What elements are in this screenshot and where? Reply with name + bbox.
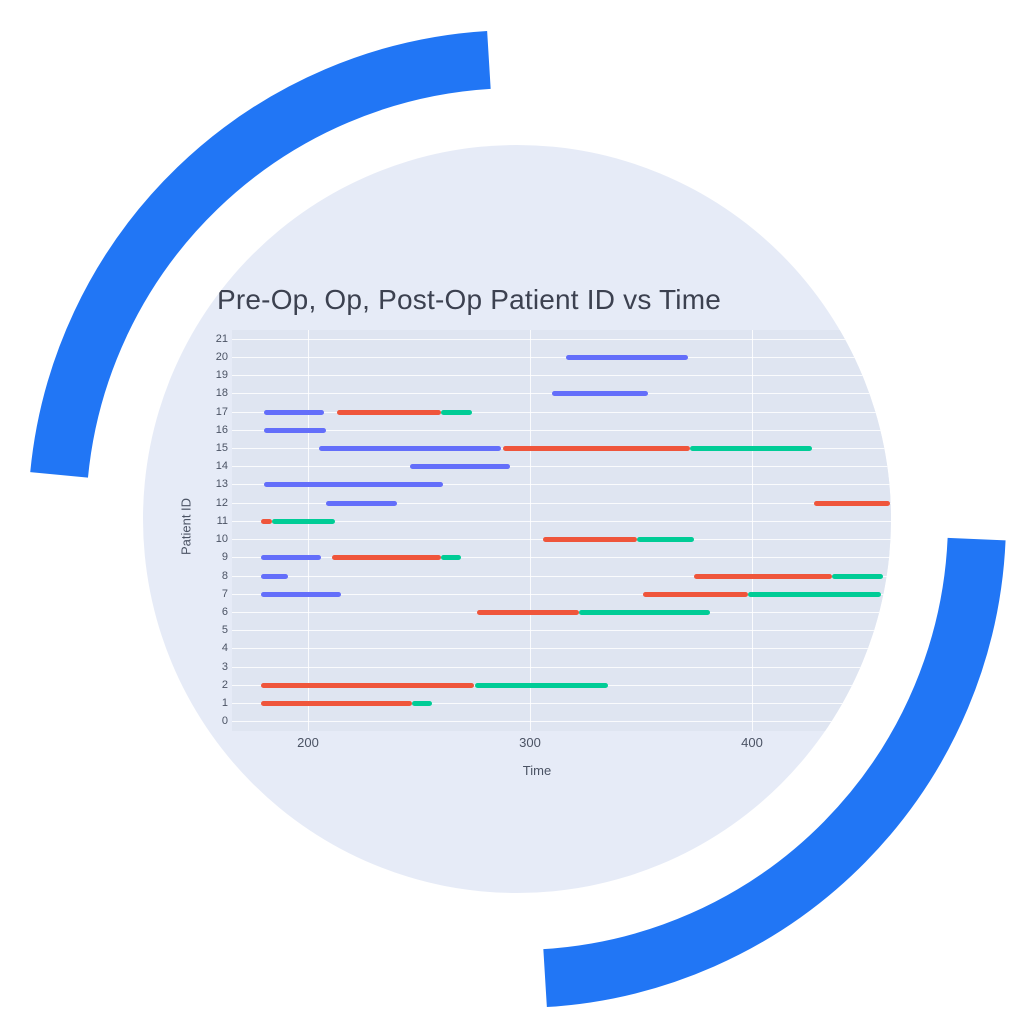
x-tick-label: 300 (519, 735, 541, 750)
plot-area (232, 330, 891, 731)
gantt-bar-pre-op-patient-18[interactable] (552, 391, 648, 397)
y-tick-label: 20 (215, 350, 228, 363)
y-tick-label: 18 (215, 387, 228, 400)
y-gridline (232, 666, 891, 668)
gantt-bar-pre-op-patient-9[interactable] (261, 555, 322, 561)
gantt-bar-post-op-patient-7[interactable] (747, 591, 881, 597)
y-tick-label: 13 (215, 478, 228, 491)
gantt-bar-op-patient-1[interactable] (261, 701, 413, 707)
gantt-bar-post-op-patient-10[interactable] (636, 537, 695, 543)
y-tick-label: 17 (215, 405, 228, 418)
x-gridline (307, 330, 309, 731)
y-gridline (232, 593, 891, 595)
y-gridline (232, 429, 891, 431)
gantt-bar-post-op-patient-2[interactable] (474, 682, 608, 688)
gantt-bar-op-patient-17[interactable] (336, 409, 442, 415)
top-left-arc-icon (30, 30, 491, 478)
y-gridline (232, 575, 891, 577)
y-tick-label: 14 (215, 460, 228, 473)
gantt-bar-op-patient-12[interactable] (814, 500, 890, 506)
gantt-bar-post-op-patient-17[interactable] (441, 409, 473, 415)
gantt-bar-post-op-patient-1[interactable] (412, 701, 433, 707)
y-tick-label: 8 (221, 569, 228, 582)
gantt-bar-op-patient-7[interactable] (643, 591, 748, 597)
y-gridline (232, 520, 891, 522)
y-tick-label: 16 (215, 423, 228, 436)
gantt-bar-pre-op-patient-20[interactable] (565, 354, 688, 360)
x-tick-label: 400 (741, 735, 763, 750)
gantt-bar-post-op-patient-6[interactable] (578, 610, 710, 616)
gantt-bar-pre-op-patient-16[interactable] (263, 427, 326, 433)
y-tick-label: 1 (221, 697, 228, 710)
y-gridline (232, 630, 891, 632)
x-gridline (529, 330, 531, 731)
y-tick-label: 0 (221, 715, 228, 728)
y-tick-label: 7 (221, 587, 228, 600)
y-tick-label: 12 (215, 496, 228, 509)
y-tick-label: 4 (221, 642, 228, 655)
y-tick-label: 3 (221, 660, 228, 673)
gantt-bar-op-patient-9[interactable] (332, 555, 442, 561)
gantt-chart: 0 1 2 3 4 5 6 7 8 9 10 11 12 13 14 15 16 17 18 19 20 21 200 300… (143, 145, 891, 893)
circle-backdrop: 0 1 2 3 4 5 6 7 8 9 10 11 12 13 14 15 16 17 18 19 20 21 200 300… (143, 145, 891, 893)
gantt-bar-post-op-patient-15[interactable] (689, 445, 812, 451)
gantt-bar-post-op-patient-8[interactable] (831, 573, 883, 579)
y-tick-label: 11 (216, 514, 228, 527)
y-gridline (232, 721, 891, 723)
y-gridline (232, 557, 891, 559)
gantt-bar-post-op-patient-9[interactable] (441, 555, 462, 561)
y-tick-label: 19 (215, 369, 228, 382)
y-tick-label: 15 (215, 441, 228, 454)
gantt-bar-pre-op-patient-13[interactable] (263, 482, 444, 488)
x-gridline (751, 330, 753, 731)
gantt-bar-pre-op-patient-12[interactable] (325, 500, 397, 506)
y-tick-label: 5 (221, 624, 228, 637)
x-tick-label: 200 (297, 735, 319, 750)
bottom-right-arc-icon (543, 537, 1006, 1008)
y-tick-label: 21 (215, 332, 228, 345)
gantt-bar-op-patient-2[interactable] (261, 682, 475, 688)
chart-title: Pre-Op, Op, Post-Op Patient ID vs Time (217, 284, 721, 315)
gantt-bar-pre-op-patient-14[interactable] (410, 464, 510, 470)
y-axis-title: Patient ID (178, 497, 194, 556)
gantt-bar-op-patient-8[interactable] (694, 573, 832, 579)
y-tick-label: 6 (221, 606, 228, 619)
y-gridline (232, 484, 891, 486)
y-gridline (232, 411, 891, 413)
y-gridline (232, 338, 891, 340)
gantt-bar-op-patient-10[interactable] (543, 537, 637, 543)
gantt-bar-op-patient-11[interactable] (261, 518, 273, 524)
y-gridline (232, 703, 891, 705)
y-gridline (232, 648, 891, 650)
y-gridline (232, 502, 891, 504)
gantt-bar-pre-op-patient-17[interactable] (263, 409, 324, 415)
y-gridline (232, 466, 891, 468)
y-gridline (232, 375, 891, 377)
gantt-bar-op-patient-15[interactable] (503, 445, 690, 451)
gantt-bar-op-patient-6[interactable] (476, 610, 579, 616)
gantt-bar-pre-op-patient-7[interactable] (261, 591, 342, 597)
y-gridline (232, 356, 891, 358)
gantt-bar-pre-op-patient-15[interactable] (319, 445, 502, 451)
y-tick-label: 10 (215, 533, 228, 546)
y-tick-label: 2 (221, 678, 228, 691)
x-axis-title: Time (522, 763, 552, 778)
gantt-bar-post-op-patient-11[interactable] (272, 518, 335, 524)
y-tick-label: 9 (221, 551, 228, 564)
gantt-bar-pre-op-patient-8[interactable] (261, 573, 288, 579)
